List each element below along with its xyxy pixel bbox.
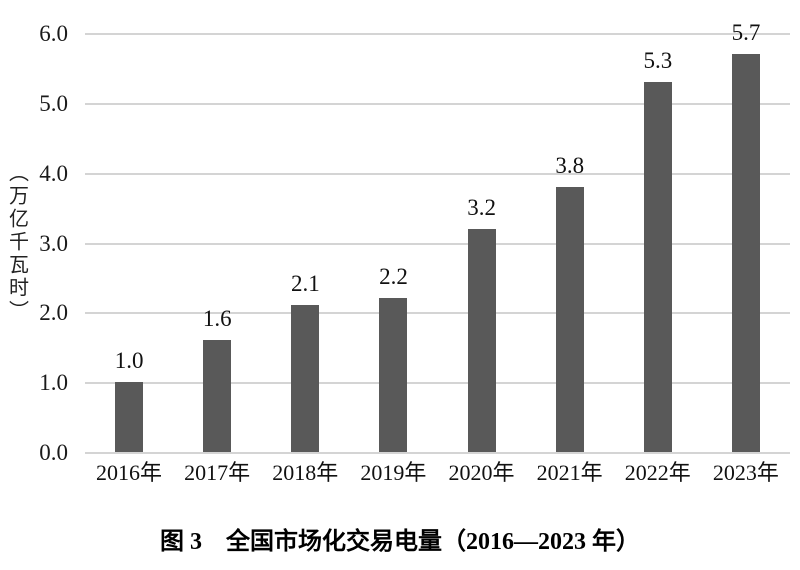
bar-value-label: 2.2	[379, 264, 408, 289]
y-tick-label: 4.0	[39, 160, 68, 186]
x-tick-label: 2023年	[712, 460, 779, 485]
bar-2020年	[467, 229, 496, 452]
bar-2019年	[379, 298, 408, 452]
x-tick-label: 2021年	[536, 460, 603, 485]
gridline-y-2.0	[85, 312, 790, 315]
bar-2016年	[115, 382, 144, 452]
bar-2023年	[731, 54, 760, 452]
gridline-y-5.0	[85, 102, 790, 105]
x-tick-label: 2016年	[96, 460, 163, 485]
bar-2017年	[203, 340, 232, 452]
bar-value-label: 5.3	[643, 48, 673, 73]
bar-2022年	[643, 82, 672, 452]
y-axis-title: （万亿千瓦时）	[5, 162, 28, 323]
bar-value-label: 2.1	[290, 271, 320, 296]
x-tick-label: 2019年	[360, 460, 427, 485]
figure-caption: 图 3 全国市场化交易电量（2016—2023 年）	[160, 529, 640, 555]
bar-value-label: 1.0	[114, 348, 144, 373]
gridline-y-1.0	[85, 382, 790, 385]
bar-2021年	[555, 187, 584, 452]
bar-value-label: 1.6	[202, 306, 232, 331]
bar-value-label: 3.2	[467, 195, 496, 220]
x-tick-label: 2022年	[624, 460, 691, 485]
y-tick-label: 0.0	[39, 440, 68, 465]
gridline-y-0.0	[85, 452, 790, 454]
gridline-y-6.0	[85, 33, 790, 35]
y-axis-title-wrap: （万亿千瓦时）	[2, 33, 32, 452]
plot-area: 0.0 1.0 2.0 3.0 4.0 5.0 6.0 1.0 1.6 2.1 2.2 3.2 3.8 5…	[39, 21, 790, 464]
gridline-y-4.0	[85, 172, 790, 175]
y-tick-label: 2.0	[39, 300, 68, 326]
x-tick-label: 2020年	[448, 460, 515, 485]
y-tick-label: 5.0	[39, 90, 68, 116]
y-tick-label: 1.0	[39, 370, 68, 396]
bar-value-label: 5.7	[731, 20, 761, 45]
bar-2018年	[291, 305, 320, 452]
y-tick-label: 3.0	[39, 230, 68, 256]
x-tick-label: 2017年	[184, 460, 251, 485]
gridline-y-3.0	[85, 242, 790, 245]
y-tick-label: 6.0	[39, 21, 68, 46]
bar-value-label: 3.8	[555, 153, 585, 178]
x-tick-label: 2018年	[272, 460, 339, 485]
